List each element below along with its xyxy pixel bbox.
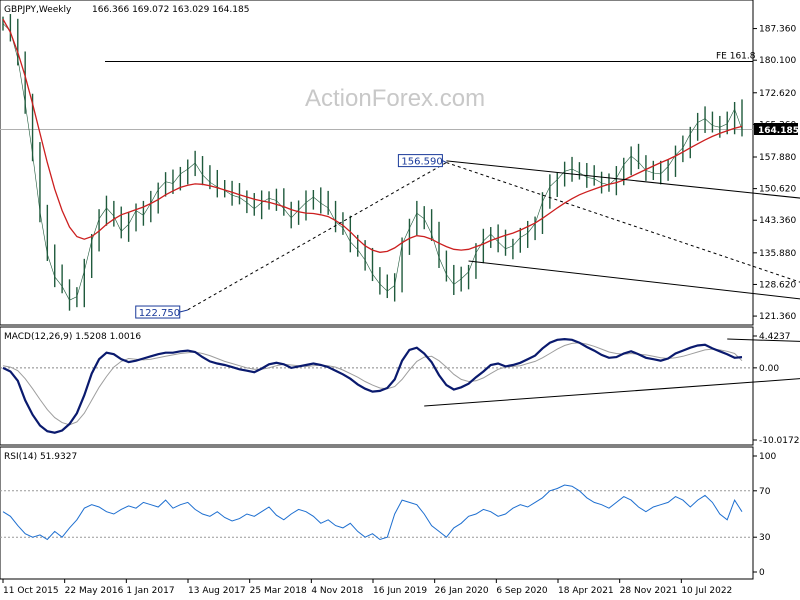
price-tick-label: 135.880 bbox=[759, 249, 796, 259]
price-tick-label: 180.100 bbox=[759, 56, 796, 66]
x-tick-label: 10 Jul 2022 bbox=[681, 586, 732, 596]
fib-projection-line-2 bbox=[446, 162, 800, 283]
rsi-tick-label: 100 bbox=[759, 452, 776, 462]
fib-projection-line-1 bbox=[187, 162, 447, 311]
price-tick-label: 143.360 bbox=[759, 216, 796, 226]
price-panel-frame bbox=[0, 0, 754, 326]
macd-lower-trendline bbox=[424, 378, 800, 407]
price-annotation-label: 122.750 bbox=[139, 308, 180, 319]
price-tick-label: 157.880 bbox=[759, 153, 796, 163]
x-tick-label: 4 Nov 2018 bbox=[311, 586, 363, 596]
x-tick-label: 6 Sep 2020 bbox=[496, 586, 548, 596]
rsi-line bbox=[2, 484, 743, 541]
rsi-tick-label: 30 bbox=[759, 533, 771, 543]
x-tick-label: 25 Mar 2018 bbox=[250, 586, 307, 596]
price-tick-label: 128.620 bbox=[759, 280, 796, 290]
price-tick-label: 121.360 bbox=[759, 312, 796, 322]
x-tick-label: 26 Jan 2020 bbox=[435, 586, 489, 596]
price-annotation-pointer bbox=[179, 309, 188, 313]
macd-tick-label: 0.00 bbox=[759, 364, 779, 374]
macd-tick-label: -10.0172 bbox=[759, 436, 799, 446]
x-tick-label: 18 Apr 2021 bbox=[558, 586, 614, 596]
rsi-panel-frame bbox=[0, 446, 754, 580]
price-close-line bbox=[2, 23, 743, 301]
price-annotation-label: 156.590 bbox=[401, 157, 442, 168]
rsi-header: RSI(14) 51.9327 bbox=[4, 452, 77, 462]
macd-tick-label: 4.4237 bbox=[759, 332, 791, 342]
watermark: ActionForex.com bbox=[305, 85, 485, 112]
x-tick-label: 16 Jun 2019 bbox=[373, 586, 427, 596]
x-tick-label: 22 May 2016 bbox=[65, 586, 124, 596]
x-tick-label: 13 Aug 2017 bbox=[188, 586, 246, 596]
rsi-tick-label: 70 bbox=[759, 487, 771, 497]
x-tick-label: 11 Oct 2015 bbox=[3, 586, 59, 596]
price-tick-label: 187.360 bbox=[759, 25, 796, 35]
x-tick-label: 1 Jan 2017 bbox=[126, 586, 174, 596]
last-price-badge bbox=[754, 123, 798, 135]
channel-lower-line bbox=[468, 260, 800, 300]
price-tick-label: 172.620 bbox=[759, 89, 796, 99]
last-price-label: 164.185 bbox=[758, 126, 799, 136]
price-annotation-pointer bbox=[442, 160, 447, 164]
moving-average-line bbox=[2, 18, 743, 253]
macd-header: MACD(12,26,9) 1.5208 1.0016 bbox=[4, 332, 141, 342]
price-tick-label: 150.620 bbox=[759, 185, 796, 195]
macd-line bbox=[2, 337, 743, 434]
rsi-tick-label: 0 bbox=[759, 568, 765, 578]
price-header: GBPJPY,Weekly bbox=[4, 5, 72, 15]
price-ohlc: 166.366 169.072 163.029 164.185 bbox=[92, 5, 249, 15]
macd-signal-line bbox=[2, 342, 743, 426]
channel-upper-line bbox=[446, 160, 800, 199]
x-tick-label: 28 Nov 2021 bbox=[620, 586, 678, 596]
macd-upper-trendline bbox=[727, 338, 800, 342]
fe-label: FE 161.8 bbox=[716, 52, 756, 62]
macd-panel-frame bbox=[0, 326, 754, 446]
